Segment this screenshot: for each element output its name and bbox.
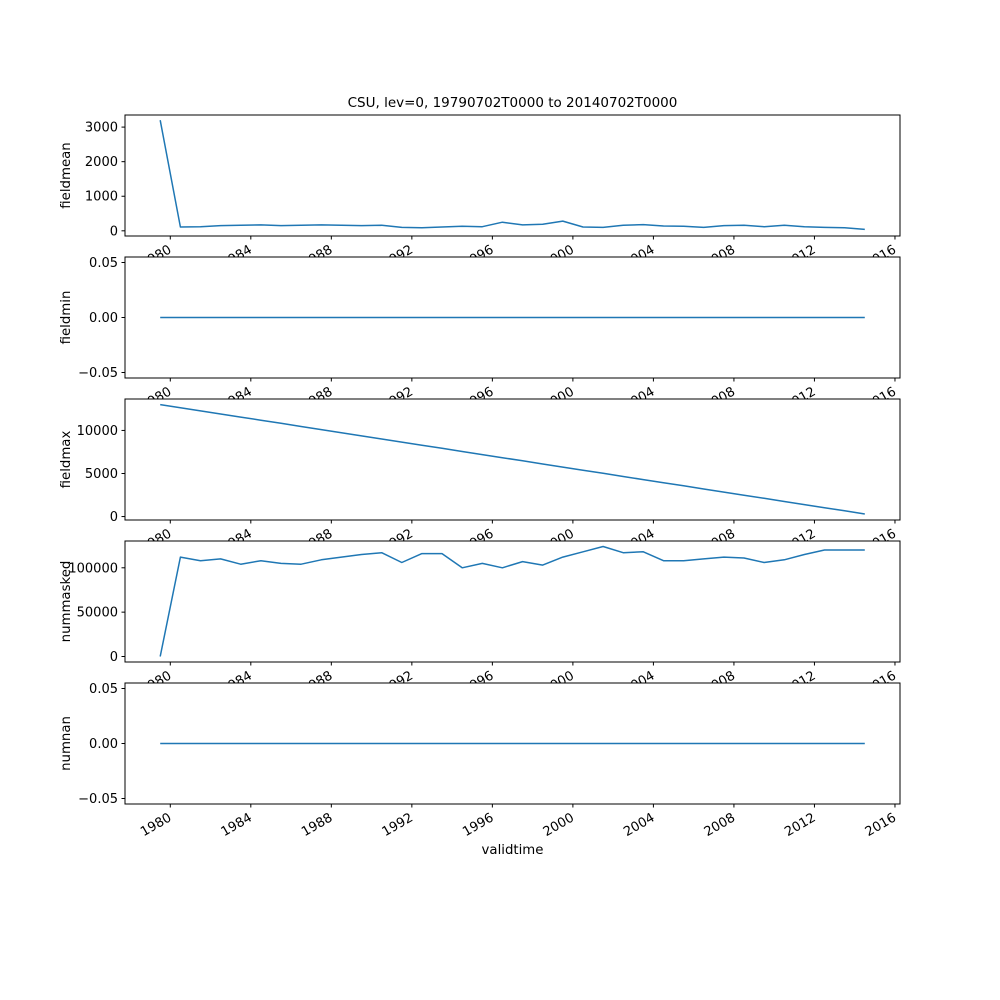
x-tick-label: 1984 (219, 810, 255, 840)
y-tick-label: 5000 (85, 467, 118, 482)
y-tick-label: 0 (110, 650, 118, 665)
line-series-fieldmean (159, 120, 865, 231)
y-tick-label: 100000 (68, 561, 118, 576)
y-tick-label: −0.05 (78, 792, 118, 807)
y-tick-label: 50000 (77, 606, 118, 621)
y-tick-label: 3000 (85, 121, 118, 136)
y-tick-label: 0.00 (89, 311, 118, 326)
y-tick-label: 0.00 (89, 737, 118, 752)
y-tick-label: 1000 (85, 190, 118, 205)
axes-frame (124, 114, 901, 237)
chart-title: CSU, lev=0, 19790702T0000 to 20140702T00… (347, 95, 678, 111)
y-tick-label: 0 (110, 224, 118, 239)
x-tick-label: 2012 (782, 810, 818, 840)
x-tick-label: 1996 (460, 810, 496, 840)
line-series-nummasked (159, 545, 865, 657)
x-tick-label: 2016 (863, 810, 899, 840)
x-tick-label: 2004 (621, 810, 657, 840)
y-tick-label: 10000 (77, 424, 118, 439)
x-tick-label: 1980 (138, 810, 174, 840)
y-axis-label-fieldmean: fieldmean (59, 142, 74, 208)
y-tick-label: 0.05 (89, 256, 118, 271)
y-axis-label-numnan: numnan (59, 716, 74, 771)
y-tick-label: −0.05 (78, 366, 118, 381)
subplot-numnan: 1980 1984 1988 1992 1996 2000 2004 2008 2012 2016… (59, 682, 901, 840)
y-axis-label-fieldmin: fieldmin (59, 291, 74, 345)
subplot-nummasked: 1980198419881992199620002004200820122016… (59, 540, 901, 698)
x-tick-label: 2008 (702, 810, 738, 840)
y-tick-label: 0.05 (89, 682, 118, 697)
x-tick-label: 1992 (380, 810, 416, 840)
x-axis-label: validtime (481, 843, 544, 858)
y-axis-label-nummasked: nummasked (59, 561, 74, 643)
y-axis-label-fieldmax: fieldmax (59, 431, 74, 489)
x-tick-label: 1988 (299, 810, 335, 840)
y-tick-label: 0 (110, 510, 118, 525)
y-tick-label: 2000 (85, 155, 118, 170)
x-tick-label: 2000 (541, 810, 577, 840)
line-series-fieldmax (160, 403, 865, 515)
